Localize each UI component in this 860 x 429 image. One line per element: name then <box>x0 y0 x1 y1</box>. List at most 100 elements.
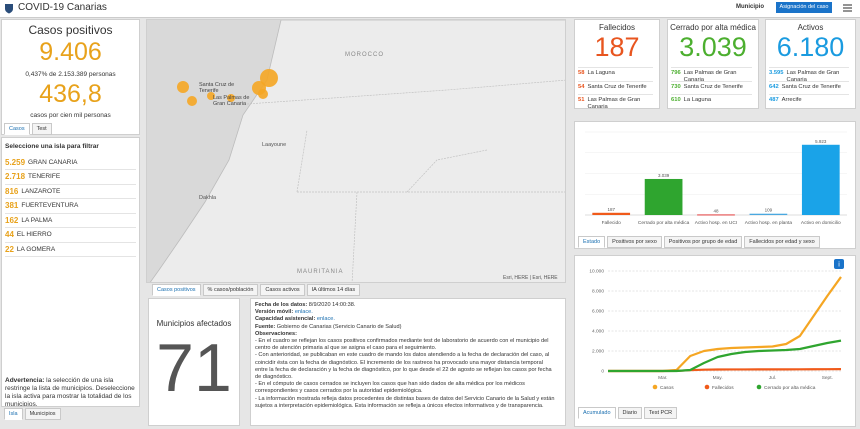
line-chart: 0 2.000 4.000 6.000 8.000 10.000 Mar. May. Jul. S… <box>589 269 842 391</box>
card-value: 6.180 <box>776 32 845 62</box>
rate-note: casos por cien mil personas <box>30 112 111 119</box>
menu-icon[interactable] <box>843 4 852 12</box>
island-count: 5.259 <box>5 157 26 167</box>
tab[interactable]: Estado <box>578 236 606 248</box>
y-tick-label: 10.000 <box>589 269 604 275</box>
legend-marker <box>756 384 762 390</box>
island-row[interactable]: 44 EL HIERRO <box>5 228 136 243</box>
island-name: FUERTEVENTURA <box>21 202 79 209</box>
value-label: 5.923 <box>815 139 827 144</box>
row-name: La Laguna <box>683 97 712 103</box>
logo <box>5 4 13 14</box>
tab[interactable]: Casos positivos <box>152 284 201 296</box>
map[interactable]: MOROCCO Santa Cruz de Tenerife Las Palma… <box>146 19 566 283</box>
tab[interactable]: Casos activos <box>260 284 305 296</box>
tab[interactable]: IA últimos 14 días <box>306 284 361 296</box>
row-name: La Laguna <box>587 70 615 76</box>
stat-card: Fallecidos 187 58 La Laguna 54 Santa Cruz de … <box>574 19 660 109</box>
map-label: MAURITANIA <box>297 269 344 275</box>
y-tick-label: 2.000 <box>592 349 604 355</box>
stat-card: Cerrado por alta médica 3.039 796 Las Palma… <box>667 19 759 109</box>
series-line <box>608 339 842 373</box>
value-label: 48 <box>713 208 719 213</box>
tab[interactable]: Positivos por sexo <box>607 236 662 248</box>
island-row[interactable]: 816 LANZAROTE <box>5 184 136 199</box>
bar <box>644 178 683 215</box>
row-count: 642 <box>769 83 779 90</box>
row-name: Arrecife <box>781 97 802 103</box>
card-title: Activos <box>797 23 824 32</box>
bar <box>801 144 840 215</box>
card-row: 58 La Laguna <box>578 67 653 77</box>
tab[interactable]: Test PCR <box>643 407 678 419</box>
x-tick-label: Fallecido <box>602 220 622 226</box>
tab[interactable]: Municipios <box>24 408 61 420</box>
island-count: 44 <box>5 230 14 239</box>
island-count: 2.718 <box>5 172 26 181</box>
map-label: MOROCCO <box>345 52 384 58</box>
island-count: 816 <box>5 186 19 196</box>
island-count: 22 <box>5 244 14 254</box>
tab[interactable]: % casos/población <box>202 284 259 296</box>
note-item: - En el cuadro se reflejan los casos pos… <box>255 338 549 352</box>
tab[interactable]: Positivos por grupo de edad <box>663 236 743 248</box>
tab[interactable]: Isla <box>4 408 23 420</box>
island-row[interactable]: 22 LA GOMERA <box>5 242 136 257</box>
note-field: Versión móvil: enlace. <box>255 309 555 316</box>
card-row: 610 La Laguna <box>671 94 752 104</box>
x-tick-label: Mar. <box>658 375 667 381</box>
card-row: 54 Santa Cruz de Tenerife <box>578 80 653 91</box>
total-cases: 9.406 <box>39 38 102 66</box>
map-label: Santa Cruz de Tenerife <box>199 82 235 94</box>
row-name: Santa Cruz de Tenerife <box>587 83 647 90</box>
row-name: Santa Cruz de Tenerife <box>683 83 743 90</box>
row-count: 58 <box>578 70 585 76</box>
legend-marker <box>704 384 710 390</box>
note-label: Fuente: <box>255 323 276 330</box>
x-tick-label: May. <box>713 375 723 381</box>
row-name: Las Palmas de Gran Canaria <box>683 70 737 83</box>
card-title: Cerrado por alta médica <box>670 23 756 32</box>
tab[interactable]: Casos <box>4 123 30 135</box>
stat-card: Activos 6.180 3.595 Las Palmas de Gran Cana… <box>765 19 856 109</box>
app-title: COVID-19 Canarias <box>18 2 107 13</box>
bar-panel: 187 Fallecido 3.039 Cerrado por alta médica… <box>574 121 856 249</box>
note-item: - Con anterioridad, se publicaban en est… <box>255 352 552 381</box>
row-name: Las Palmas de Gran Canaria <box>587 97 641 109</box>
assign-button[interactable]: Asignación del caso <box>776 2 832 13</box>
legend-label: Casos <box>660 385 674 391</box>
island-name: GRAN CANARIA <box>28 158 78 166</box>
info-button[interactable]: i <box>834 259 844 269</box>
tab[interactable]: Acumulado <box>578 407 616 419</box>
line-tabs: Acumulado Diario Test PCR <box>578 407 678 419</box>
tab[interactable]: Test <box>31 123 52 135</box>
card-title: Fallecidos <box>598 23 635 32</box>
warning-label: Advertencia: <box>5 377 45 384</box>
note-item: - En el cómputo de casos cerrados se inc… <box>255 381 525 395</box>
municipios-value: 71 <box>156 330 232 406</box>
island-name: LA PALMA <box>21 216 53 224</box>
value-label: 3.039 <box>658 173 670 178</box>
note-label: Capacidad asistencial: <box>255 316 316 323</box>
svg-text:i: i <box>838 262 840 269</box>
island-row[interactable]: 5.259 GRAN CANARIA <box>5 155 136 170</box>
row-count: 730 <box>671 83 681 90</box>
bar <box>749 213 788 215</box>
x-tick-label: Activo en domicilio <box>801 220 841 226</box>
island-row[interactable]: 2.718 TENERIFE <box>5 170 136 185</box>
row-count: 3.595 <box>769 70 784 76</box>
card-row: 487 Arrecife <box>769 94 849 104</box>
island-row[interactable]: 162 LA PALMA <box>5 213 136 228</box>
x-tick-label: Cerrado por alta médica <box>638 220 690 226</box>
legend-marker <box>652 384 658 390</box>
summary-tabs: Casos Test <box>4 123 52 135</box>
bar-chart: 187 Fallecido 3.039 Cerrado por alta médica… <box>585 131 847 226</box>
map-tabs: Casos positivos% casos/población Casos ac… <box>152 284 361 296</box>
tab[interactable]: Diario <box>617 407 642 419</box>
row-name: Las Palmas de Gran Canaria <box>786 70 840 83</box>
note-field: Capacidad asistencial: enlace. <box>255 316 555 323</box>
island-row[interactable]: 381 FUERTEVENTURA <box>5 199 136 214</box>
tab[interactable]: Fallecidos por edad y sexo <box>744 236 820 248</box>
bar <box>592 212 631 215</box>
islands-tabs: Isla Municipios <box>4 408 61 420</box>
